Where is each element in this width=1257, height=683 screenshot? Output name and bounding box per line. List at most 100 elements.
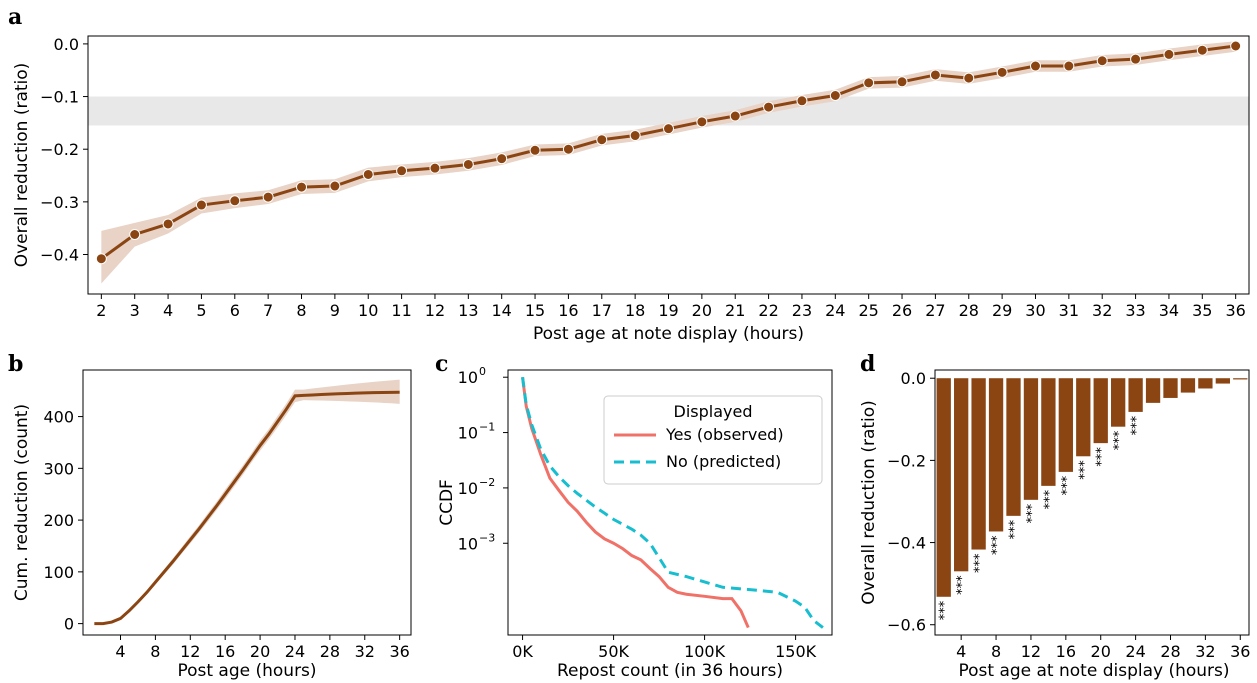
- x-tick-label: 13: [458, 301, 478, 320]
- data-point: [996, 66, 1008, 78]
- data-point: [963, 72, 975, 84]
- x-tick-label: 11: [391, 301, 411, 320]
- x-tick-label: 32: [355, 642, 375, 661]
- x-tick-label: 20: [692, 301, 712, 320]
- x-tick-label: 19: [658, 301, 678, 320]
- data-point: [296, 181, 308, 193]
- x-tick-label: 150K: [775, 642, 817, 661]
- x-tick-label: 3: [130, 301, 140, 320]
- bar: [1006, 378, 1021, 516]
- x-tick-label: 6: [230, 301, 240, 320]
- series-line-no: [521, 377, 824, 629]
- x-tick-label: 8: [991, 642, 1001, 661]
- data-point: [629, 130, 641, 142]
- series-line-yes: [521, 377, 750, 629]
- panel-label-a: a: [8, 4, 22, 30]
- data-point: [729, 110, 741, 122]
- y-tick-label: −0.2: [887, 451, 926, 470]
- plot-frame: [87, 35, 1250, 295]
- bar: [1128, 378, 1143, 412]
- x-tick-label: 24: [825, 301, 845, 320]
- series-line: [100, 44, 1236, 260]
- x-tick-label: 20: [1091, 642, 1111, 661]
- x-axis-label: Post age at note display (hours): [533, 324, 804, 344]
- y-axis-label: CCDF: [437, 479, 457, 526]
- data-point: [1063, 60, 1075, 72]
- plot-frame: [82, 369, 412, 636]
- x-tick-label: 8: [150, 642, 160, 661]
- bar: [954, 378, 969, 572]
- bar: [936, 378, 951, 597]
- significance-label: ***: [1077, 460, 1092, 480]
- significance-label: ***: [973, 553, 988, 573]
- bar: [1111, 378, 1126, 427]
- bar: [1233, 378, 1248, 380]
- y-tick-exponent: −2: [479, 476, 495, 489]
- y-tick-label: 0.0: [54, 35, 79, 54]
- x-tick-label: 36: [389, 642, 409, 661]
- y-tick-label: 0: [64, 615, 74, 634]
- panel-b-chart: 4 8 12 16 20 24 28 32 36 0 100 200 300 400 Post age (h…: [12, 369, 412, 681]
- data-point: [1230, 40, 1242, 52]
- data-point: [462, 158, 474, 170]
- y-tick-label: −0.6: [887, 616, 926, 635]
- data-point: [1096, 55, 1108, 67]
- legend-box: [603, 395, 823, 485]
- y-tick-label: 10: [458, 424, 478, 443]
- bar: [1180, 378, 1196, 393]
- bar: [1163, 378, 1178, 398]
- data-point: [796, 95, 808, 107]
- x-tick-label: 50K: [598, 642, 629, 661]
- x-tick-label: 0K: [512, 642, 533, 661]
- bar: [988, 378, 1004, 532]
- legend-entry: Yes (observed): [665, 425, 784, 444]
- plot-frame: [507, 369, 833, 636]
- x-tick-label: 21: [725, 301, 745, 320]
- significance-label: ***: [1025, 503, 1040, 523]
- panel-label-d: d: [860, 351, 875, 377]
- x-tick-label: 22: [758, 301, 778, 320]
- data-point: [763, 101, 775, 113]
- x-tick-label: 16: [215, 642, 235, 661]
- x-tick-label: 20: [250, 642, 270, 661]
- y-tick-label: 400: [43, 408, 74, 427]
- data-point: [129, 229, 141, 241]
- x-tick-label: 32: [1195, 642, 1215, 661]
- y-tick-label: 10: [458, 479, 478, 498]
- panel-label-c: c: [435, 351, 448, 377]
- data-point: [1163, 48, 1175, 60]
- data-point: [1029, 60, 1041, 72]
- data-point: [562, 143, 574, 155]
- data-point: [229, 195, 241, 207]
- y-tick-label: 200: [43, 511, 74, 530]
- x-tick-label: 28: [959, 301, 979, 320]
- significance-label: ***: [1008, 519, 1023, 539]
- significance-label: ***: [1042, 489, 1057, 509]
- data-point: [262, 191, 274, 203]
- legend: Displayed Yes (observed) No (predicted): [603, 395, 823, 485]
- x-tick-label: 34: [1159, 301, 1179, 320]
- legend-title: Displayed: [674, 402, 753, 421]
- x-axis-label: Repost count (in 36 hours): [557, 661, 783, 681]
- x-tick-label: 35: [1192, 301, 1212, 320]
- panel-a-chart: 2 3 4 5 6 7 8 9 10 11 12 13 14 15 16 17 18 19 20 21 22 23 24 25…: [12, 35, 1250, 344]
- significance-label: ***: [1130, 415, 1145, 435]
- data-point: [329, 180, 341, 192]
- x-tick-label: 12: [425, 301, 445, 320]
- bar: [1145, 378, 1161, 403]
- y-tick-exponent: −1: [479, 421, 495, 434]
- data-point: [496, 153, 508, 165]
- y-tick-label: −0.4: [40, 246, 79, 265]
- x-tick-label: 100K: [684, 642, 726, 661]
- significance-label: ***: [1095, 447, 1110, 467]
- panel-label-b: b: [8, 351, 23, 377]
- plot-frame: [934, 369, 1250, 636]
- x-tick-label: 16: [1056, 642, 1076, 661]
- bar: [1215, 378, 1230, 384]
- x-tick-label: 30: [1025, 301, 1045, 320]
- x-tick-label: 24: [1125, 642, 1145, 661]
- bar: [1093, 378, 1108, 444]
- y-tick-label: −0.2: [40, 140, 79, 159]
- data-point: [95, 253, 107, 265]
